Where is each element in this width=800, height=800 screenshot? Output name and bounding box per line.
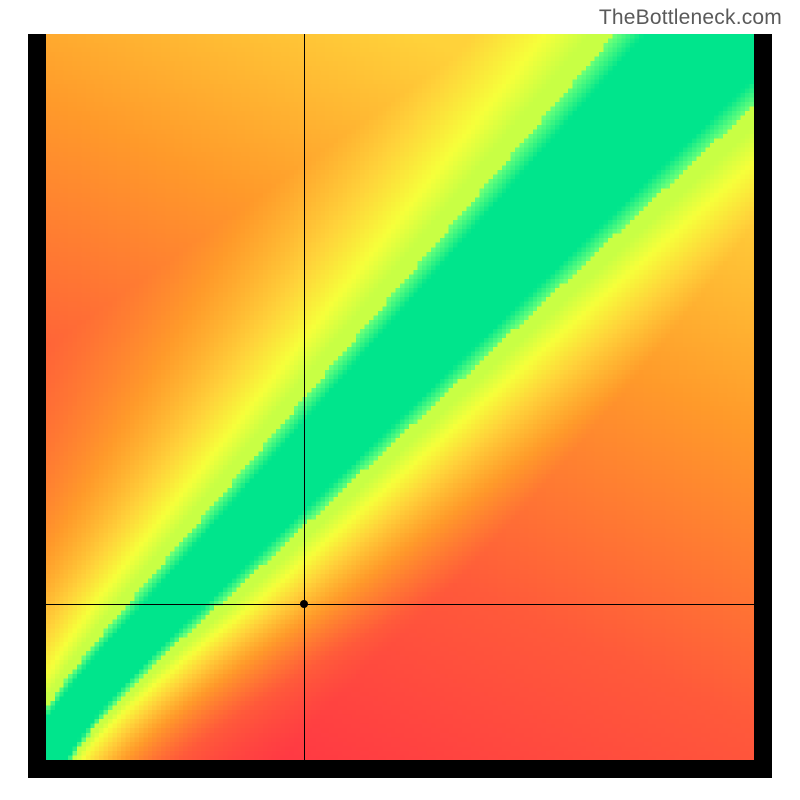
crosshair-horizontal-line xyxy=(46,604,754,605)
heatmap-canvas xyxy=(46,34,754,760)
crosshair-vertical-line xyxy=(304,34,305,760)
plot-frame xyxy=(28,34,772,778)
crosshair-marker xyxy=(300,600,308,608)
plot-inner xyxy=(46,34,754,760)
attribution-text: TheBottleneck.com xyxy=(599,6,782,30)
